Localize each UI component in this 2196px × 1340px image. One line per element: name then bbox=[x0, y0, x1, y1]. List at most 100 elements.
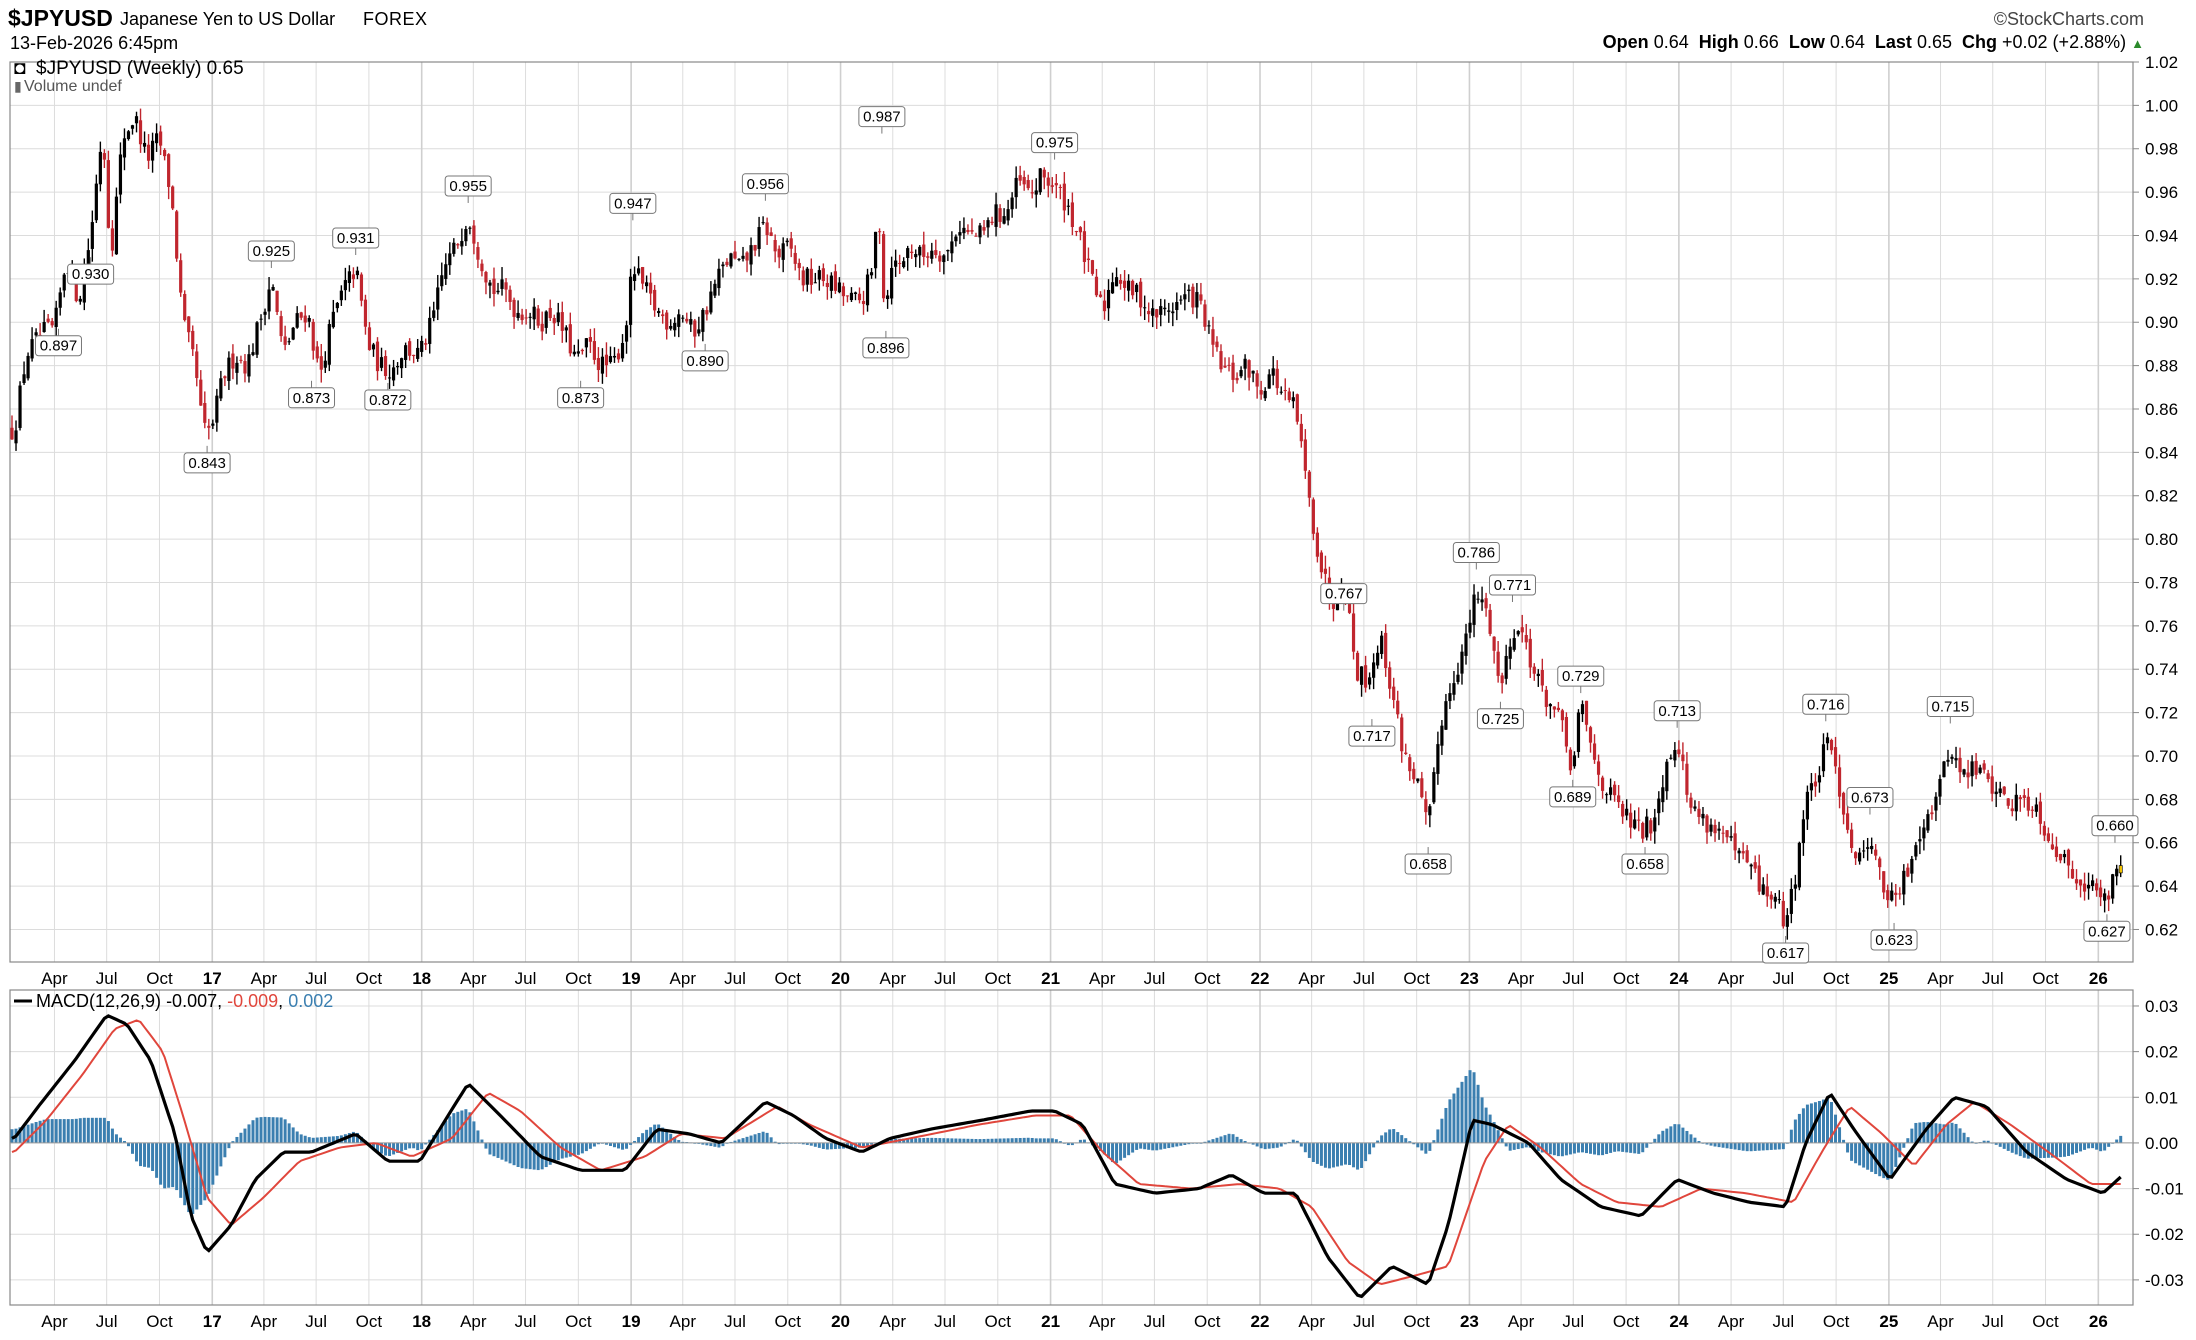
macd-histogram-bar bbox=[1368, 1142, 1372, 1155]
candle-body bbox=[387, 377, 392, 379]
candle-body bbox=[1412, 768, 1416, 780]
candle-body bbox=[46, 318, 50, 322]
macd-histogram-bar bbox=[2083, 1142, 2087, 1150]
macd-histogram-bar bbox=[1034, 1138, 1038, 1143]
macd-histogram-bar bbox=[596, 1142, 600, 1145]
candle-body bbox=[1472, 594, 1476, 625]
candle-body bbox=[685, 318, 689, 322]
candle-body bbox=[1898, 893, 1902, 895]
macd-histogram-bar bbox=[1741, 1142, 1745, 1151]
price-y-tick-label: 0.92 bbox=[2145, 270, 2178, 289]
macd-histogram-bar bbox=[283, 1119, 287, 1143]
macd-histogram-bar bbox=[191, 1142, 195, 1215]
candle-body bbox=[211, 423, 215, 426]
macd-histogram-bar bbox=[604, 1142, 608, 1145]
candle-body bbox=[757, 227, 761, 249]
macd-histogram-bar bbox=[1761, 1142, 1765, 1151]
candle-body bbox=[1432, 772, 1436, 803]
annotation-label: 0.717 bbox=[1353, 728, 1391, 745]
candle-body bbox=[657, 311, 661, 314]
annotation-label: 0.873 bbox=[562, 390, 600, 407]
candle-body bbox=[2042, 825, 2046, 836]
macd-histogram-bar bbox=[1376, 1140, 1380, 1143]
candle-body bbox=[199, 379, 203, 406]
macd-histogram-bar bbox=[641, 1133, 645, 1143]
candle-body bbox=[1753, 862, 1757, 869]
candle-body bbox=[1974, 760, 1978, 775]
macd-histogram-bar bbox=[1356, 1142, 1360, 1170]
candle-body bbox=[673, 322, 677, 331]
candle-body bbox=[584, 338, 588, 348]
macd-x-tick-label: 22 bbox=[1251, 1312, 1270, 1331]
candle-body bbox=[1159, 306, 1163, 315]
macd-histogram-bar bbox=[472, 1121, 476, 1143]
candle-body bbox=[227, 357, 231, 381]
candle-body bbox=[1572, 755, 1577, 767]
candle-body bbox=[1653, 817, 1657, 832]
annotation-label: 0.843 bbox=[188, 455, 226, 472]
candle-body bbox=[801, 270, 805, 286]
macd-histogram-bar bbox=[1082, 1139, 1086, 1143]
candle-body bbox=[729, 253, 733, 267]
candle-body bbox=[568, 324, 572, 354]
candle-body bbox=[592, 341, 597, 360]
candle-body bbox=[2099, 887, 2103, 898]
candle-body bbox=[938, 255, 942, 262]
annotation-label: 0.623 bbox=[1875, 932, 1913, 949]
macd-histogram-bar bbox=[1926, 1122, 1930, 1143]
macd-legend-signal: -0.009 bbox=[227, 991, 278, 1011]
annotation-box bbox=[741, 173, 789, 195]
macd-x-tick-label: Apr bbox=[41, 1312, 68, 1331]
candle-body bbox=[1062, 183, 1066, 211]
macd-histogram-bar bbox=[1259, 1142, 1263, 1149]
macd-histogram-bar bbox=[139, 1142, 143, 1167]
candle-body bbox=[90, 222, 94, 249]
candle-body bbox=[1580, 704, 1585, 715]
macd-histogram-bar bbox=[1440, 1118, 1444, 1143]
macd-histogram-bar bbox=[592, 1142, 596, 1147]
candle-body bbox=[14, 430, 18, 444]
macd-histogram-bar bbox=[520, 1142, 524, 1169]
macd-histogram-bar bbox=[1135, 1142, 1139, 1150]
candle-body bbox=[1874, 849, 1878, 856]
candle-body bbox=[1054, 183, 1058, 186]
macd-histogram-bar bbox=[1480, 1097, 1484, 1143]
price-y-tick-label: 0.66 bbox=[2145, 834, 2178, 853]
candle-body bbox=[1946, 759, 1950, 762]
candle-body bbox=[721, 264, 725, 267]
macd-histogram-bar bbox=[1882, 1142, 1886, 1179]
candle-body bbox=[1404, 752, 1408, 755]
macd-x-tick-label: Apr bbox=[670, 1312, 697, 1331]
macd-histogram-bar bbox=[1544, 1142, 1548, 1154]
macd-histogram-bar bbox=[1733, 1142, 1737, 1150]
macd-histogram-bar bbox=[271, 1117, 275, 1143]
macd-histogram-bar bbox=[942, 1138, 946, 1143]
candle-body bbox=[400, 358, 404, 369]
candle-body bbox=[1468, 622, 1472, 633]
candle-body bbox=[632, 274, 637, 281]
macd-histogram-bar bbox=[777, 1142, 781, 1145]
price-x-tick-label: Jul bbox=[1982, 969, 2004, 988]
macd-histogram-bar bbox=[1942, 1124, 1946, 1143]
macd-histogram-bar bbox=[1404, 1138, 1408, 1143]
candle-body bbox=[1721, 832, 1725, 834]
candle-body bbox=[1617, 795, 1621, 803]
macd-histogram-bar bbox=[737, 1139, 741, 1143]
candle-body bbox=[978, 225, 982, 238]
macd-histogram-bar bbox=[1817, 1101, 1821, 1143]
candle-body bbox=[2111, 874, 2115, 899]
candle-body bbox=[1633, 819, 1637, 829]
macd-histogram-bar bbox=[805, 1142, 809, 1145]
macd-histogram-bar bbox=[769, 1137, 773, 1143]
candle-body bbox=[86, 250, 90, 270]
candle-body bbox=[1934, 796, 1938, 811]
macd-histogram-bar bbox=[1203, 1141, 1207, 1143]
macd-histogram-bar bbox=[2119, 1135, 2123, 1143]
candle-body bbox=[134, 116, 139, 124]
macd-histogram-bar bbox=[1601, 1142, 1605, 1156]
annotation-box bbox=[364, 389, 412, 411]
macd-histogram-bar bbox=[825, 1142, 829, 1150]
candle-body bbox=[950, 241, 954, 254]
candle-body bbox=[1761, 884, 1765, 895]
